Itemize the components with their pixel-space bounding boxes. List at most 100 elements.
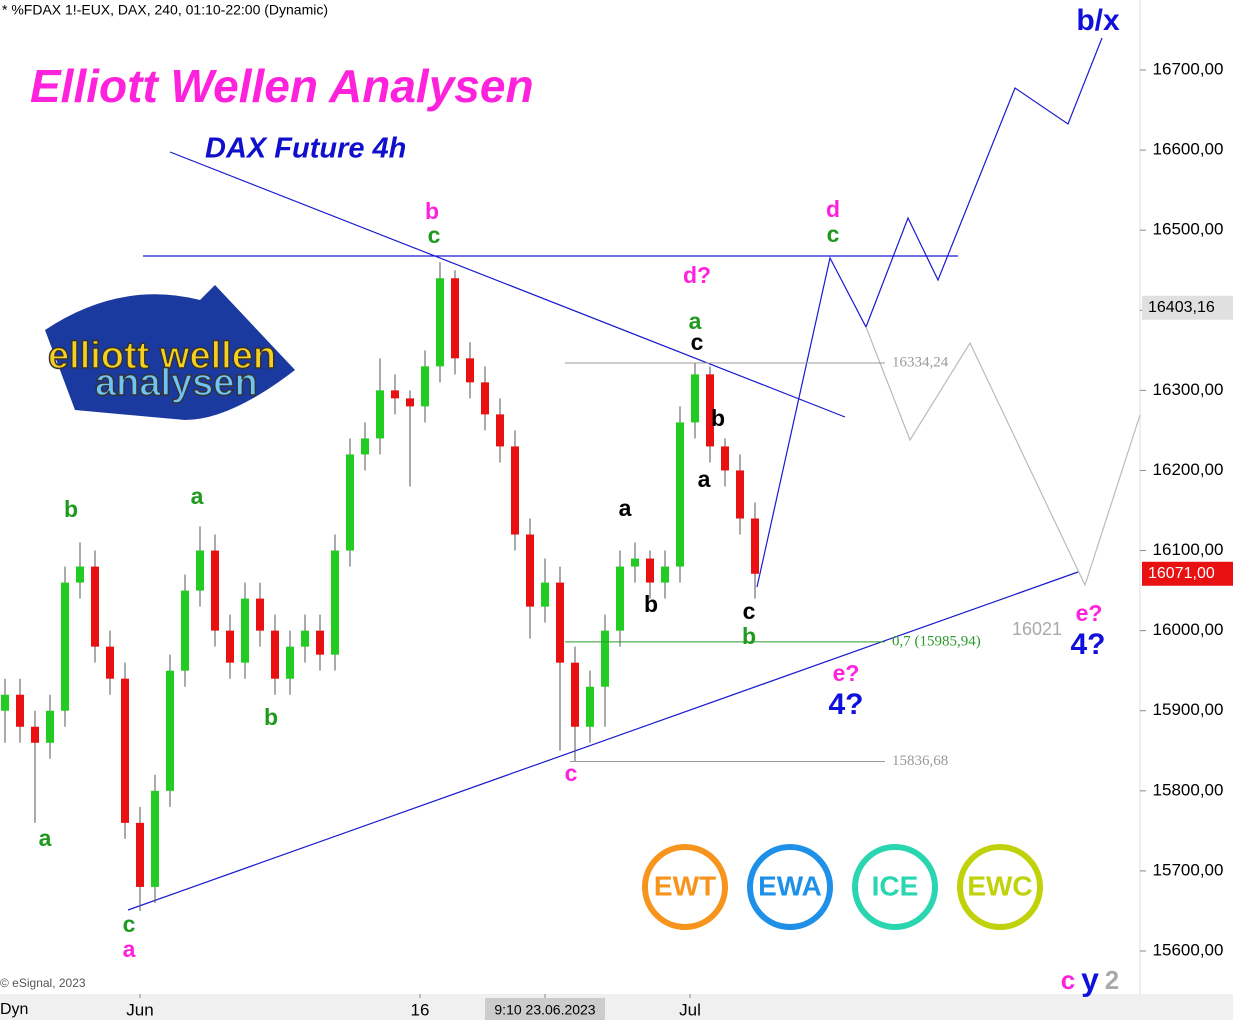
wave-label: b: [264, 704, 278, 730]
wave-label: c: [428, 222, 441, 248]
x-tick-label: 9:10 23.06.2023: [494, 1002, 595, 1018]
candle-body: [256, 598, 264, 631]
candle-body: [421, 366, 429, 407]
wave-label: a: [191, 483, 204, 509]
candle-body: [496, 414, 504, 447]
crosshair-tag: [485, 998, 605, 1020]
badge: [957, 844, 1043, 930]
header: * %FDAX 1!-EUX, DAX, 240, 01:10-22:00 (D…: [2, 2, 328, 18]
wave-label: b: [64, 496, 78, 522]
wave-label: a: [689, 308, 702, 334]
candle-body: [316, 630, 324, 655]
price-tag-label: 16403,16: [1148, 299, 1215, 316]
candle-body: [331, 550, 339, 655]
logo-text: analysen: [95, 362, 258, 404]
candle-body: [571, 662, 579, 727]
logo-text: elliott wellen: [48, 335, 276, 377]
candle-body: [226, 630, 234, 663]
badge: [642, 844, 728, 930]
candle-body: [736, 470, 744, 519]
candle-body: [286, 646, 294, 679]
candle-body: [271, 630, 279, 679]
wave-label: a: [39, 825, 52, 851]
badge-label: EWT: [654, 870, 716, 901]
candle-body: [241, 598, 249, 663]
x-tick-label: Jul: [679, 1000, 701, 1019]
candle-body: [601, 630, 609, 687]
trendlines: [127, 37, 1103, 911]
x-tick-label: 16: [411, 1000, 430, 1019]
candle-body: [661, 566, 669, 583]
wave-label: c: [565, 760, 578, 786]
y-tick-label: 16300,00: [1153, 380, 1224, 399]
y-tick-label: 15800,00: [1153, 780, 1224, 799]
x-axis-strip: [0, 994, 1233, 1020]
candle-body: [121, 678, 129, 823]
candle-body: [631, 558, 639, 567]
wave-label: d?: [683, 262, 711, 288]
candle-body: [181, 590, 189, 671]
candle-body: [31, 726, 39, 743]
candle-body: [166, 670, 174, 791]
candle-body: [481, 382, 489, 415]
wave-label: 4?: [828, 688, 863, 721]
wave-label: a: [619, 495, 632, 521]
candle-body: [16, 694, 24, 727]
logo-flag: [45, 285, 295, 420]
candle-body: [136, 822, 144, 887]
copyright: © eSignal, 2023: [0, 976, 86, 990]
y-tick-label: 16700,00: [1153, 59, 1224, 78]
wave-label: e?: [1076, 600, 1103, 626]
candle-body: [586, 686, 594, 727]
candle-body: [451, 278, 459, 359]
candle-body: [676, 422, 684, 567]
candle-body: [751, 518, 759, 574]
candle-body: [106, 646, 114, 679]
wave-label: a: [123, 936, 136, 962]
wave-label: b: [711, 405, 725, 431]
candle-body: [211, 550, 219, 631]
upper-trendline: [169, 151, 846, 418]
candle-body: [151, 790, 159, 887]
candle-body: [61, 582, 69, 711]
y-tick-label: 15700,00: [1153, 860, 1224, 879]
candle-body: [91, 566, 99, 647]
corner-mark: 2: [1105, 965, 1119, 995]
x-tick-label: Jun: [126, 1000, 153, 1019]
candle-body: [1, 694, 9, 711]
badge: [747, 844, 833, 930]
y-tick-label: 15900,00: [1153, 700, 1224, 719]
alt-forecast-path: [865, 326, 1141, 587]
lower-trendline: [127, 571, 1079, 911]
level-label: 0,7 (15985,94): [892, 633, 981, 649]
wave-label: e?: [833, 660, 860, 686]
corner-mark: y: [1081, 961, 1099, 997]
corner-mark: c: [1061, 965, 1075, 995]
logo: elliott wellen analysen: [45, 285, 295, 420]
candle-body: [376, 390, 384, 439]
candle-body: [511, 446, 519, 535]
y-tick-label: 16200,00: [1153, 460, 1224, 479]
candle-body: [706, 374, 714, 447]
level-label: 15836,68: [892, 753, 948, 769]
wave-label: b: [425, 198, 439, 224]
price-tag: [1142, 561, 1233, 586]
price-tag-label: 16071,00: [1148, 565, 1215, 582]
corner-label: Dyn: [0, 1001, 28, 1018]
badge-label: EWC: [967, 870, 1032, 901]
candle-body: [436, 278, 444, 367]
wave-label: b: [742, 623, 756, 649]
candle-body: [556, 582, 564, 663]
y-tick-label: 16500,00: [1153, 220, 1224, 239]
y-tick-label: 16100,00: [1153, 540, 1224, 559]
candle-body: [616, 566, 624, 631]
y-tick-label: 16000,00: [1153, 620, 1224, 639]
candle-body: [391, 390, 399, 399]
subtitle: DAX Future 4h: [205, 133, 406, 165]
candle-body: [466, 358, 474, 383]
chart-title: Elliott Wellen Analysen: [30, 60, 534, 112]
candle-body: [76, 566, 84, 583]
candle-body: [541, 582, 549, 607]
candle-body: [646, 558, 654, 583]
